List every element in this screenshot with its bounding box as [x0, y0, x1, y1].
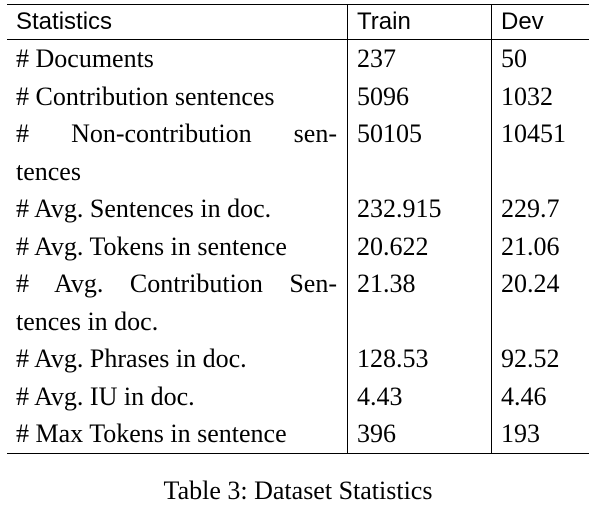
train-cell: 232.915	[347, 190, 492, 228]
dev-cell: 20.24	[491, 265, 589, 340]
header-row: Statistics Train Dev	[7, 4, 589, 40]
stat-cell: # Avg. Contribution Sen- tences in doc.	[7, 265, 348, 340]
stat-cell: # Avg. IU in doc.	[16, 381, 195, 411]
stat-cell: # Documents	[16, 44, 154, 73]
stat-cell: # Avg. Sentences in doc.	[16, 194, 272, 223]
header-train: Train	[347, 4, 492, 40]
table-row: # Avg. Phrases in doc. 128.53 92.52	[7, 340, 589, 378]
train-cell: 50105	[347, 115, 492, 190]
stat-cell-line1: # Non-contribution sen-	[16, 119, 337, 148]
dev-cell: 21.06	[491, 227, 589, 265]
table-row: # Avg. IU in doc. 4.43 4.46	[7, 377, 589, 415]
header-statistics: Statistics	[16, 8, 113, 35]
table-row: # Non-contribution sen- tences 50105 104…	[7, 115, 589, 190]
table-row: # Avg. Tokens in sentence 20.622 21.06	[7, 227, 589, 265]
stat-cell: # Non-contribution sen- tences	[7, 115, 348, 190]
table-row: # Max Tokens in sentence 396 193	[7, 415, 589, 453]
statistics-table: Statistics Train Dev # Documents 237 50 …	[7, 4, 589, 454]
dev-cell: 1032	[491, 77, 589, 115]
dev-cell: 193	[491, 415, 589, 453]
stat-cell: # Avg. Tokens in sentence	[16, 231, 287, 261]
train-cell: 396	[347, 415, 492, 453]
dev-cell: 10451	[491, 115, 589, 190]
stat-cell-line2: tences	[16, 156, 81, 186]
train-cell: 5096	[347, 77, 492, 115]
table-body: # Documents 237 50 # Contribution senten…	[7, 39, 589, 453]
table-row: # Avg. Contribution Sen- tences in doc. …	[7, 265, 589, 340]
table-row: # Avg. Sentences in doc. 232.915 229.7	[7, 190, 589, 228]
stat-cell: # Max Tokens in sentence	[16, 419, 287, 448]
dev-cell: 92.52	[491, 340, 589, 378]
stat-cell: # Contribution sentences	[16, 81, 275, 111]
stat-cell-line2: tences in doc.	[16, 306, 159, 336]
train-cell: 4.43	[347, 377, 492, 415]
train-cell: 237	[347, 39, 492, 78]
header-dev: Dev	[491, 4, 589, 40]
dev-cell: 50	[491, 39, 589, 78]
train-cell: 128.53	[347, 340, 492, 378]
stat-cell-line1: # Avg. Contribution Sen-	[16, 269, 337, 298]
table-caption: Table 3: Dataset Statistics	[163, 476, 433, 505]
train-cell: 20.622	[347, 227, 492, 265]
dev-cell: 4.46	[491, 377, 589, 415]
table-row: # Documents 237 50	[7, 39, 589, 78]
train-cell: 21.38	[347, 265, 492, 340]
dev-cell: 229.7	[491, 190, 589, 228]
stat-cell: # Avg. Phrases in doc.	[16, 344, 247, 373]
table-row: # Contribution sentences 5096 1032	[7, 77, 589, 115]
table-header: Statistics Train Dev	[7, 4, 589, 40]
